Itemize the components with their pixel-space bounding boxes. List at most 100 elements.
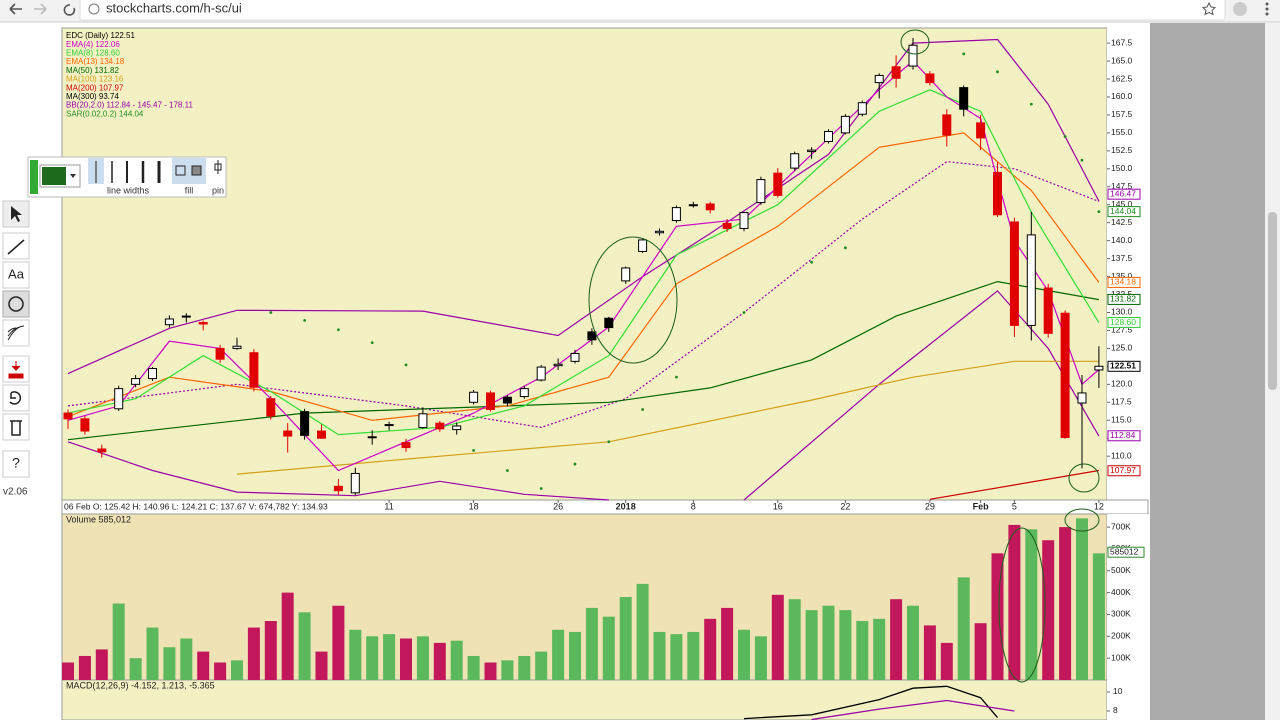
y-tick-label: 200K [1111, 631, 1131, 641]
y-tick-label: 100K [1111, 652, 1131, 662]
volume-bar [518, 655, 531, 680]
forward-button[interactable] [34, 3, 47, 15]
candle-body [621, 267, 631, 282]
volume-bar [180, 638, 193, 680]
price-marker [1107, 188, 1141, 200]
text-tool[interactable] [2, 261, 30, 289]
sar-dot [641, 408, 644, 411]
volume-bar [856, 621, 869, 680]
price-marker-label: 122.51 [1110, 361, 1136, 371]
legend-entry: MA(200) 107.97 [66, 83, 124, 92]
x-tick-label: 5 [1012, 501, 1017, 511]
volume-bar [805, 610, 818, 680]
volume-bar [197, 651, 210, 680]
delete-tool[interactable] [2, 413, 30, 441]
candle-body [587, 331, 597, 341]
legend-entry: EMA(8) 128.60 [66, 49, 120, 58]
volume-bar [129, 658, 142, 680]
candle-body [97, 448, 107, 453]
candle-body [891, 66, 901, 79]
annotation-circle [1068, 463, 1100, 493]
scroll-thumb[interactable] [1268, 212, 1277, 390]
sar-dot [404, 363, 408, 367]
panel-label: Volume 585,012 [66, 514, 131, 524]
back-button[interactable] [9, 3, 22, 15]
volume-bar [585, 607, 598, 680]
fill-none [175, 165, 186, 176]
sar-dot [810, 260, 813, 264]
bookmark-star[interactable] [1201, 1, 1217, 16]
sar-dot [539, 487, 543, 490]
volume-bar [653, 631, 666, 680]
volume-bar [78, 655, 91, 680]
gutter [1150, 23, 1265, 720]
candle-body [452, 425, 462, 431]
volume-bar [501, 660, 514, 680]
candle-body [688, 204, 698, 207]
info-icon [88, 3, 100, 15]
y-tick-label: 10 [1113, 686, 1123, 696]
x-tick-label: 26 [553, 501, 563, 511]
volume-marker [1107, 546, 1145, 558]
volume-bar [974, 623, 987, 680]
candle-body [671, 207, 681, 222]
x-tick-label: 16 [773, 501, 783, 511]
volume-bar [281, 592, 294, 680]
price-marker [1107, 360, 1141, 372]
candle-body [502, 396, 512, 404]
volume-bar [771, 594, 784, 680]
volume-bar [231, 660, 243, 680]
line-tool[interactable] [2, 232, 30, 260]
volume-axis [1107, 514, 1148, 680]
overlay-line [67, 280, 1100, 441]
reload-button[interactable] [63, 4, 76, 16]
volume-bar [433, 642, 446, 680]
dropdown-arrow [70, 174, 76, 178]
volume-bar [890, 599, 903, 680]
x-tick-label: 29 [925, 501, 935, 511]
volume-bar [602, 616, 615, 680]
y-tick-label: 155.0 [1111, 127, 1133, 137]
volume-bar [112, 603, 125, 680]
sar-dot [962, 52, 966, 56]
candle-body [63, 412, 73, 420]
y-tick-label: 500K [1111, 565, 1131, 575]
volume-bar [315, 651, 328, 680]
volume-bar [907, 605, 919, 680]
fib-tool[interactable] [2, 319, 30, 347]
price-marker-label: 131.82 [1110, 294, 1136, 304]
annotation-circle [998, 527, 1046, 683]
undo-tool[interactable] [2, 384, 30, 412]
ellipse-tool[interactable] [2, 290, 30, 318]
price-marker-label: 144.04 [1110, 206, 1136, 216]
line-width-options[interactable] [95, 161, 161, 183]
candle-body [317, 430, 326, 439]
legend-entry: EDC (Daily) 122.51 [66, 31, 135, 40]
candle-body [198, 322, 208, 325]
volume-bar [1025, 529, 1038, 680]
candle-body [739, 212, 749, 229]
menu[interactable] [1265, 2, 1269, 6]
candle-body [857, 102, 867, 115]
pin-icon[interactable] [214, 160, 222, 174]
candle-body [164, 318, 174, 326]
sar-dot [1063, 135, 1067, 138]
candle-body [773, 172, 783, 196]
y-tick-label: 150.0 [1111, 163, 1133, 173]
price-marker-label: 146.47 [1110, 188, 1136, 198]
sar-dot [607, 440, 611, 444]
legend-entry: MA(300) 93.74 [66, 92, 119, 101]
y-tick-label: 400K [1111, 587, 1131, 597]
address-bar[interactable] [79, 0, 1226, 21]
candle-body [1077, 392, 1087, 404]
volume-bar [670, 634, 683, 680]
volume-bar [1092, 553, 1105, 680]
profile[interactable] [1233, 2, 1247, 16]
price-marker [1107, 293, 1141, 305]
candle-body [942, 114, 952, 136]
sar-dot [269, 311, 273, 314]
volume-bar [552, 629, 565, 680]
volume-bar [95, 649, 108, 680]
help-button[interactable] [2, 450, 30, 478]
